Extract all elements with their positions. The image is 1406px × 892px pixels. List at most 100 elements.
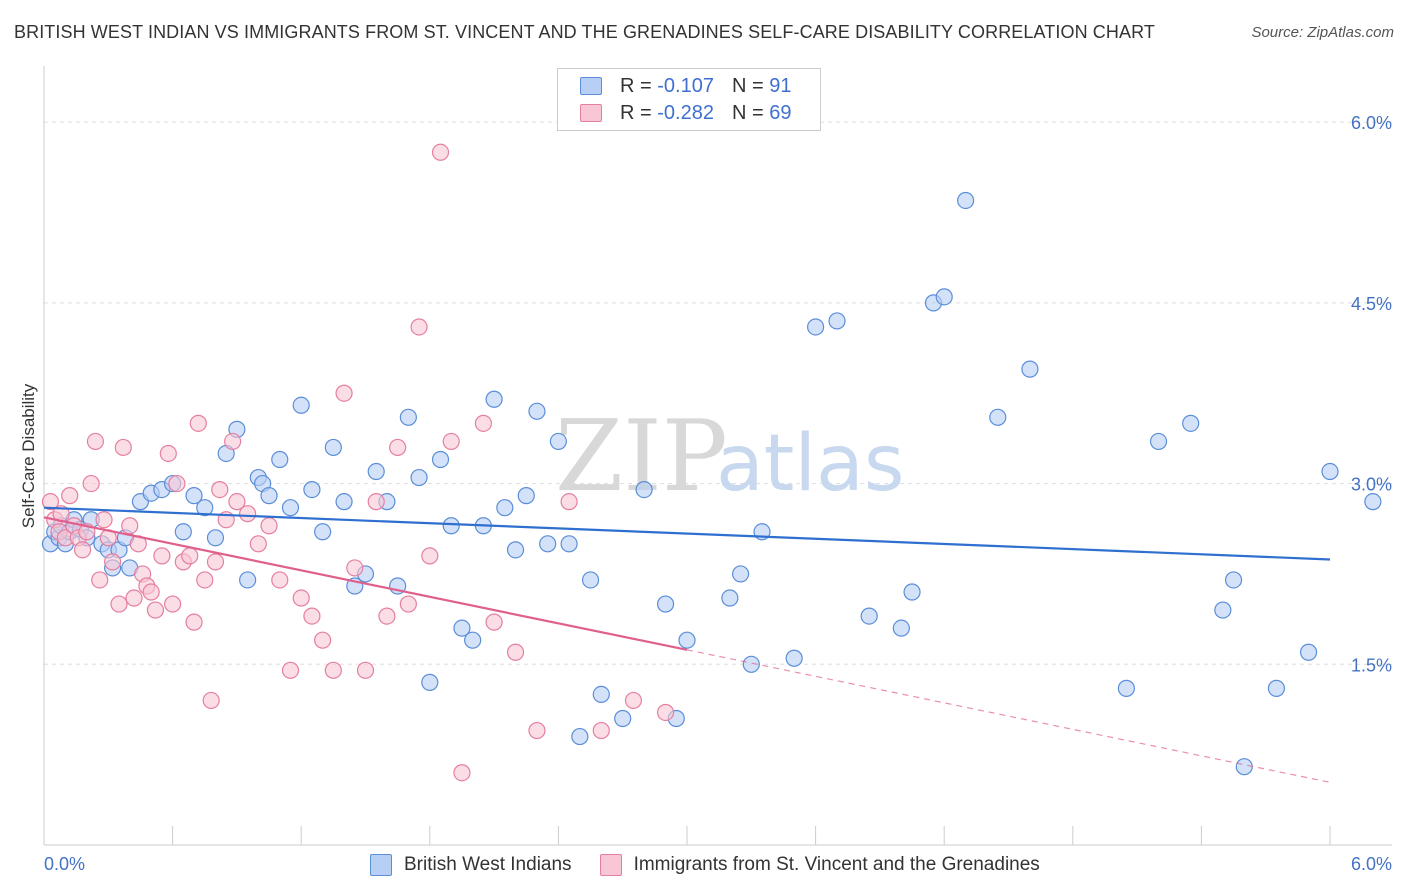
- point-pink: [260, 517, 278, 535]
- point-blue: [1267, 679, 1286, 697]
- point-pink: [431, 143, 450, 161]
- point-blue: [1321, 462, 1339, 481]
- point-blue: [549, 432, 568, 451]
- point-blue: [496, 499, 514, 517]
- point-pink: [528, 721, 546, 740]
- trend-lines: [43, 506, 1331, 783]
- x-tick-label: 0.0%: [44, 854, 85, 874]
- point-pink: [146, 601, 165, 619]
- watermark-atlas: atlas: [716, 419, 905, 509]
- trend-line-blue: [43, 506, 1331, 561]
- point-pink: [196, 571, 214, 589]
- series-legend: British West Indians Immigrants from St.…: [370, 852, 1068, 878]
- point-blue: [592, 685, 610, 704]
- point-blue: [292, 396, 310, 414]
- point-blue: [785, 649, 803, 667]
- source-label: Source: ZipAtlas.com: [1251, 24, 1394, 41]
- point-pink: [91, 571, 109, 589]
- point-pink: [303, 607, 321, 625]
- point-pink: [421, 547, 439, 565]
- point-blue: [1117, 679, 1135, 697]
- point-pink: [211, 481, 229, 499]
- point-pink: [121, 517, 139, 535]
- point-blue: [1364, 493, 1382, 511]
- legend-swatch-pink: [580, 104, 602, 122]
- point-blue: [957, 191, 975, 210]
- point-blue: [464, 631, 482, 649]
- point-pink: [249, 535, 267, 553]
- legend-n-value: 69: [769, 101, 792, 124]
- point-blue: [314, 523, 332, 541]
- point-blue: [1214, 601, 1232, 619]
- point-pink: [346, 559, 364, 577]
- point-blue: [721, 589, 739, 607]
- point-pink: [181, 547, 199, 565]
- point-pink: [164, 595, 182, 613]
- point-pink: [159, 444, 177, 463]
- point-pink: [125, 589, 143, 607]
- point-pink: [485, 613, 503, 631]
- point-blue: [335, 493, 353, 511]
- point-pink: [335, 384, 353, 402]
- point-blue: [1224, 571, 1243, 589]
- tick-labels: 1.5% 3.0% 4.5% 6.0% 0.0% 6.0%: [44, 113, 1392, 874]
- point-blue: [935, 288, 953, 306]
- legend-r-label: R =: [620, 74, 652, 97]
- point-blue: [828, 312, 846, 330]
- point-blue: [324, 438, 342, 457]
- point-blue: [614, 709, 632, 728]
- point-blue: [1182, 414, 1200, 432]
- point-blue: [903, 583, 921, 601]
- point-pink: [281, 661, 300, 679]
- point-blue: [506, 541, 525, 559]
- point-pink: [506, 643, 525, 661]
- point-blue: [560, 535, 578, 553]
- point-blue: [1021, 360, 1039, 378]
- point-pink: [114, 438, 132, 457]
- point-pink: [474, 414, 492, 432]
- point-blue: [581, 571, 600, 589]
- point-pink: [61, 487, 79, 505]
- legend-n-value: 91: [769, 74, 792, 97]
- point-pink: [314, 631, 332, 649]
- point-pink: [103, 553, 122, 571]
- series-swatch-pink: [599, 854, 622, 876]
- point-blue: [410, 468, 428, 487]
- point-blue: [303, 481, 321, 499]
- point-blue: [678, 631, 696, 649]
- series-label: Immigrants from St. Vincent and the Gren…: [633, 854, 1040, 875]
- point-blue: [1235, 758, 1253, 776]
- trend-line-pink: [43, 516, 688, 651]
- trend-line-pink-extrapolated: [686, 649, 1331, 783]
- legend-n-label: N =: [731, 101, 764, 124]
- axes: [43, 66, 1392, 846]
- point-blue: [185, 487, 203, 505]
- legend-n-label: N =: [731, 74, 764, 97]
- y-tick-label: 6.0%: [1351, 113, 1392, 133]
- point-blue: [1299, 643, 1318, 661]
- x-tick-label: 6.0%: [1351, 854, 1392, 874]
- point-pink: [95, 511, 113, 529]
- point-pink: [189, 414, 207, 432]
- point-pink: [153, 547, 171, 565]
- point-blue: [196, 499, 214, 517]
- series-legend-item-british-west-indians: British West Indians: [370, 854, 572, 876]
- point-pink: [442, 432, 460, 451]
- point-blue: [367, 462, 385, 481]
- point-pink: [224, 432, 242, 451]
- point-blue: [517, 487, 535, 505]
- point-blue: [989, 408, 1007, 426]
- point-blue: [174, 523, 192, 541]
- legend-row-blue: R = -0.107 N = 91: [580, 73, 791, 99]
- point-blue: [539, 535, 557, 553]
- point-blue: [528, 402, 546, 420]
- point-pink: [656, 703, 675, 722]
- y-axis-label: Self-Care Disability: [19, 383, 38, 528]
- point-pink: [202, 691, 220, 710]
- series-label: British West Indians: [404, 854, 572, 875]
- point-pink: [41, 493, 60, 511]
- point-blue: [239, 571, 257, 589]
- y-tick-label: 3.0%: [1351, 475, 1392, 495]
- point-blue: [453, 619, 471, 637]
- series-legend-item-st-vincent: Immigrants from St. Vincent and the Gren…: [599, 854, 1040, 876]
